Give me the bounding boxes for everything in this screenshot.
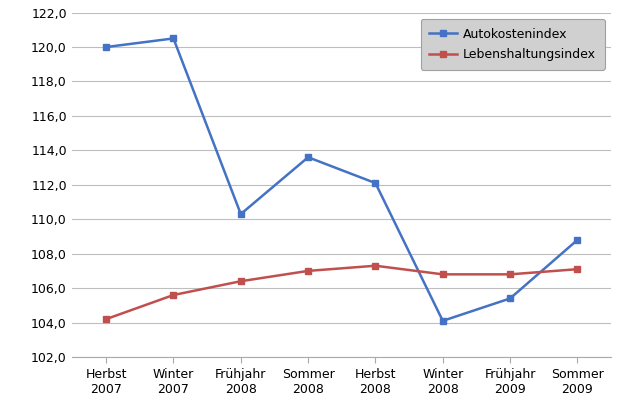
Lebenshaltungsindex: [507, 272, 514, 277]
Autokostenindex: [574, 237, 581, 242]
Autokostenindex: [372, 181, 379, 186]
Legend: Autokostenindex, Lebenshaltungsindex: Autokostenindex, Lebenshaltungsindex: [421, 19, 605, 70]
Autokostenindex: [169, 36, 177, 41]
Autokostenindex: [102, 45, 110, 50]
Autokostenindex: [237, 212, 244, 217]
Line: Autokostenindex: Autokostenindex: [103, 35, 581, 324]
Line: Lebenshaltungsindex: Lebenshaltungsindex: [103, 262, 581, 323]
Lebenshaltungsindex: [439, 272, 447, 277]
Lebenshaltungsindex: [372, 263, 379, 268]
Lebenshaltungsindex: [304, 268, 312, 273]
Autokostenindex: [507, 296, 514, 301]
Lebenshaltungsindex: [169, 292, 177, 297]
Lebenshaltungsindex: [237, 279, 244, 284]
Lebenshaltungsindex: [574, 267, 581, 272]
Autokostenindex: [304, 155, 312, 160]
Lebenshaltungsindex: [102, 317, 110, 322]
Autokostenindex: [439, 318, 447, 323]
